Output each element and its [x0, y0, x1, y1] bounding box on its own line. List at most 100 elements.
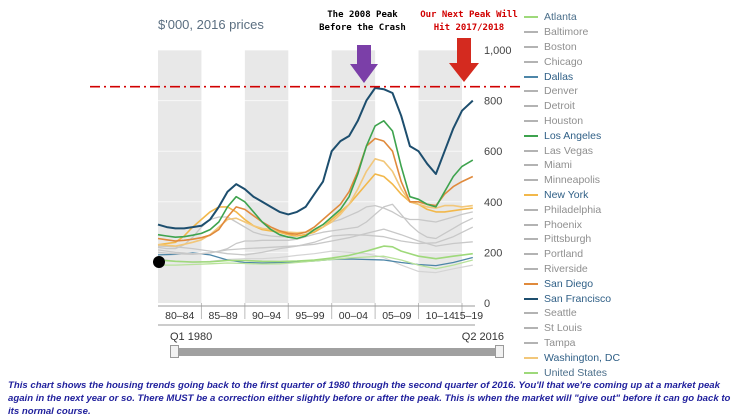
range-end-label: Q2 2016 [461, 331, 504, 343]
y-tick-label: 600 [484, 146, 502, 158]
legend-label: Denver [544, 85, 578, 98]
legend-swatch [524, 90, 538, 93]
annotation-next-peak: Our Next Peak Will Hit 2017/2018 [418, 9, 520, 35]
series-united-states [157, 245, 473, 263]
legend-item[interactable]: San Diego [524, 276, 744, 291]
legend-item[interactable]: United States [524, 365, 744, 380]
legend-item[interactable]: Pittsburgh [524, 232, 744, 247]
x-band-label: 80–84 [165, 310, 194, 322]
slider-handle-end[interactable] [495, 345, 504, 358]
legend-swatch [524, 267, 538, 270]
legend: Atlanta Baltimore Boston Chicago Dallas Denve… [524, 10, 744, 380]
legend-swatch [524, 149, 538, 152]
year-bands [158, 50, 462, 303]
annotation-next-line-2: Hit 2017/2018 [433, 23, 505, 33]
unit-label: $'000, 2016 prices [158, 17, 264, 32]
series-los-angeles [157, 120, 474, 240]
legend-label: Baltimore [544, 26, 589, 39]
legend-item[interactable]: Minneapolis [524, 173, 744, 188]
legend-swatch [524, 282, 538, 285]
y-tick-label: 1,000 [484, 45, 512, 57]
legend-item[interactable]: Atlanta [524, 10, 744, 25]
x-band-label: 85–89 [209, 310, 238, 322]
band-6 [418, 50, 462, 303]
legend-item[interactable]: Dallas [524, 69, 744, 84]
legend-item[interactable]: Miami [524, 158, 744, 173]
legend-item[interactable]: Philadelphia [524, 202, 744, 217]
legend-item[interactable]: Washington, DC [524, 350, 744, 365]
legend-swatch [524, 45, 538, 48]
legend-label: Seattle [544, 307, 577, 320]
legend-item[interactable]: Detroit [524, 99, 744, 114]
x-band-label: 90–94 [252, 310, 281, 322]
x-band-label: 05–09 [382, 310, 411, 322]
legend-label: Las Vegas [544, 144, 594, 157]
legend-label: New York [544, 188, 589, 201]
legend-item[interactable]: Baltimore [524, 25, 744, 40]
legend-label: Philadelphia [544, 203, 602, 216]
legend-label: Detroit [544, 100, 575, 113]
legend-label: Washington, DC [544, 351, 621, 364]
legend-swatch [524, 31, 538, 34]
legend-swatch [524, 253, 538, 256]
series-lines [157, 87, 474, 274]
x-band-label: 15–19 [454, 310, 483, 322]
legend-item[interactable]: Denver [524, 84, 744, 99]
legend-label: San Francisco [544, 292, 612, 305]
series-denver [157, 226, 474, 256]
band-4 [331, 50, 376, 303]
legend-item[interactable]: Houston [524, 114, 744, 129]
red-arrow [449, 38, 479, 82]
legend-item[interactable]: New York [524, 188, 744, 203]
x-band-label: 95–99 [295, 310, 324, 322]
legend-label: Houston [544, 114, 584, 127]
legend-label: United States [544, 366, 608, 379]
legend-label: Boston [544, 40, 577, 53]
y-axis-ticks: 0 200 400 600 800 1,000 [484, 45, 512, 310]
legend-item[interactable]: Las Vegas [524, 143, 744, 158]
legend-label: Riverside [544, 262, 588, 275]
slider-handle-start[interactable] [170, 345, 179, 358]
annotation-next-line-1: Our Next Peak Will [420, 10, 518, 20]
start-marker [153, 256, 165, 268]
legend-item[interactable]: San Francisco [524, 291, 744, 306]
legend-label: Los Angeles [544, 129, 602, 142]
legend-item[interactable]: Portland [524, 247, 744, 262]
legend-label: Phoenix [544, 218, 582, 231]
x-axis-band-labels: 80–84 85–89 90–94 95–99 00–04 05–09 10–14 15–19 [158, 303, 483, 326]
legend-item[interactable]: Chicago [524, 54, 744, 69]
legend-label: Portland [544, 248, 584, 261]
legend-swatch [524, 223, 538, 226]
legend-item[interactable]: Tampa [524, 336, 744, 351]
y-tick-label: 200 [484, 247, 502, 259]
series-san-diego [157, 137, 474, 242]
legend-item[interactable]: Phoenix [524, 217, 744, 232]
legend-label: Tampa [544, 336, 576, 349]
legend-item[interactable]: Seattle [524, 306, 744, 321]
annotation-2008-peak: The 2008 Peak Before the Crash [315, 9, 410, 35]
legend-item[interactable]: Boston [524, 40, 744, 55]
y-tick-label: 400 [484, 197, 502, 209]
series-atlanta [158, 255, 473, 270]
purple-arrow [350, 45, 378, 83]
legend-label: San Diego [544, 277, 594, 290]
series-san-francisco [157, 87, 474, 230]
annotation-2008-line-2: Before the Crash [319, 23, 406, 33]
legend-swatch [524, 16, 538, 19]
legend-swatch [524, 238, 538, 241]
caption: This chart shows the housing trends goin… [8, 380, 731, 417]
legend-swatch [524, 208, 538, 211]
legend-label: Chicago [544, 55, 583, 68]
legend-label: Dallas [544, 70, 574, 83]
legend-swatch [524, 75, 538, 78]
legend-label: St Louis [544, 322, 582, 335]
legend-swatch [524, 60, 538, 63]
legend-item[interactable]: St Louis [524, 321, 744, 336]
slider-track[interactable] [174, 348, 500, 356]
legend-swatch [524, 371, 538, 374]
legend-item[interactable]: Riverside [524, 262, 744, 277]
legend-swatch [524, 341, 538, 344]
legend-swatch [524, 105, 538, 108]
legend-item[interactable]: Los Angeles [524, 128, 744, 143]
